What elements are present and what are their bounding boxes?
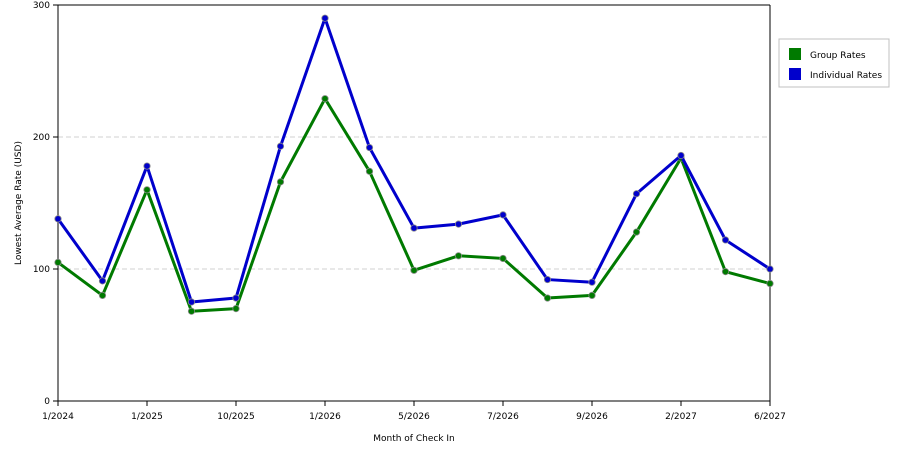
data-point xyxy=(721,268,730,276)
data-point xyxy=(54,215,62,223)
data-point xyxy=(766,279,774,288)
x-tick-label: 6/2027 xyxy=(754,412,786,422)
data-point xyxy=(187,307,196,315)
legend: Group Rates Individual Rates xyxy=(778,38,890,88)
data-point xyxy=(365,143,374,152)
data-point xyxy=(187,298,196,306)
data-point xyxy=(499,254,507,263)
series-group-rates xyxy=(54,95,774,315)
legend-box xyxy=(778,38,890,88)
data-point xyxy=(677,151,685,160)
data-point xyxy=(410,224,418,232)
data-point xyxy=(766,265,774,273)
x-tick-label: 10/2025 xyxy=(217,412,254,422)
x-tick-label: 1/2024 xyxy=(42,412,74,422)
y-tick-label: 0 xyxy=(44,397,50,407)
series-individual-rates xyxy=(54,14,774,306)
legend-label: Individual Rates xyxy=(810,71,882,81)
data-point xyxy=(632,190,641,198)
legend-label: Group Rates xyxy=(810,51,866,61)
data-point xyxy=(454,220,463,228)
data-point xyxy=(721,236,730,244)
data-point xyxy=(632,228,641,236)
data-point xyxy=(588,278,596,286)
data-point xyxy=(543,294,552,302)
x-tick-label: 1/2026 xyxy=(309,412,341,422)
data-point xyxy=(321,14,329,22)
legend-swatch xyxy=(789,48,801,60)
axes xyxy=(57,4,771,402)
data-point xyxy=(98,291,107,299)
data-point xyxy=(454,252,463,260)
data-point xyxy=(98,277,107,285)
series-line xyxy=(56,16,771,304)
data-point xyxy=(588,291,596,299)
y-tick-label: 200 xyxy=(33,133,50,143)
series-line xyxy=(57,97,771,313)
gridlines xyxy=(58,136,770,270)
data-point xyxy=(143,162,151,170)
x-tick-label: 1/2025 xyxy=(131,412,163,422)
data-point xyxy=(543,275,552,284)
x-tick-label: 5/2026 xyxy=(398,412,430,422)
y-tick-label: 100 xyxy=(33,265,50,275)
data-point xyxy=(499,211,507,219)
legend-swatch xyxy=(789,68,801,80)
series-layer xyxy=(54,14,774,315)
y-tick-label: 300 xyxy=(33,1,50,11)
data-point xyxy=(54,258,62,266)
data-point xyxy=(232,304,240,313)
data-point xyxy=(143,186,151,194)
y-axis-ticks: 0 100 200 300 xyxy=(33,1,58,407)
data-point xyxy=(276,178,285,186)
y-axis-title: Lowest Average Rate (USD) xyxy=(14,141,24,265)
x-tick-label: 2/2027 xyxy=(665,412,697,422)
x-tick-label: 7/2026 xyxy=(487,412,519,422)
data-point xyxy=(232,294,240,302)
data-point xyxy=(365,167,374,175)
x-axis-title: Month of Check In xyxy=(373,434,455,444)
x-tick-label: 9/2026 xyxy=(576,412,608,422)
x-axis-ticks: 1/2024 1/2025 10/2025 1/2026 5/2026 7/2026 9/2… xyxy=(42,401,786,422)
data-point xyxy=(276,142,285,150)
data-point xyxy=(321,95,329,103)
data-point xyxy=(410,266,418,274)
